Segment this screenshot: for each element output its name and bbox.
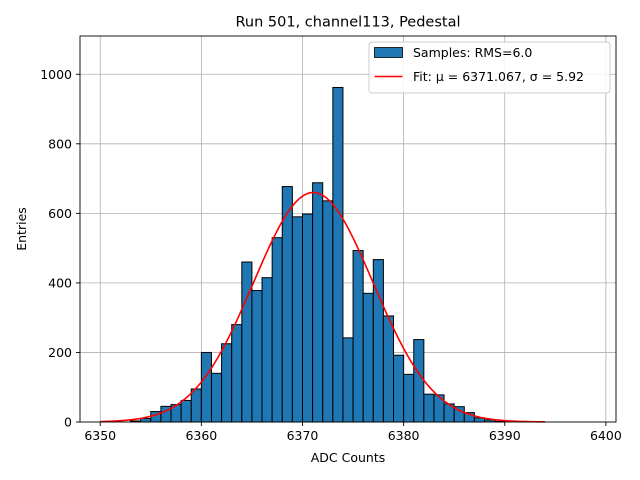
y-axis-label: Entries — [14, 207, 29, 251]
histogram-bar — [281, 186, 293, 423]
x-axis-label: ADC Counts — [311, 450, 386, 465]
x-tick-label: 6380 — [388, 428, 420, 443]
histogram-bar — [423, 393, 435, 423]
histogram-bar — [221, 343, 233, 423]
histogram-bar — [241, 261, 253, 423]
histogram-bar — [190, 388, 202, 423]
histogram-bar — [352, 250, 364, 423]
histogram-bar — [322, 200, 334, 423]
histogram-bar — [332, 86, 344, 423]
x-tick-label: 6360 — [185, 428, 217, 443]
fit-curve — [100, 191, 546, 423]
histogram-bar — [200, 351, 212, 423]
histogram-bar — [180, 399, 192, 423]
histogram-bars — [130, 86, 506, 423]
x-tick-label: 6390 — [489, 428, 521, 443]
histogram-bar — [301, 213, 314, 423]
histogram-bar — [312, 182, 324, 423]
y-tick-label: 800 — [48, 136, 72, 151]
histogram-bar — [403, 373, 415, 423]
legend-patch-samples — [374, 47, 403, 58]
legend-box — [368, 41, 611, 94]
histogram-bar — [210, 372, 223, 423]
legend-label-fit: Fit: μ = 6371.067, σ = 5.92 — [413, 69, 584, 84]
histogram-bar — [261, 277, 273, 423]
chart-title: Run 501, channel113, Pedestal — [235, 15, 460, 31]
histogram-bar — [342, 337, 354, 423]
legend: Samples: RMS=6.0 Fit: μ = 6371.067, σ = … — [368, 41, 611, 94]
y-axis-ticks: 0 200 400 600 800 1000 — [40, 67, 80, 430]
histogram-bar — [251, 290, 263, 423]
histogram-bar — [393, 354, 405, 423]
y-tick-label: 600 — [48, 206, 72, 221]
y-tick-label: 400 — [48, 275, 72, 290]
x-axis-ticks: 6350 6360 6370 6380 6390 6400 — [84, 422, 622, 443]
histogram-bar — [372, 259, 384, 423]
y-tick-label: 0 — [64, 415, 72, 430]
histogram-bar — [382, 315, 395, 423]
histogram-bar — [271, 237, 283, 423]
histogram-bar — [140, 418, 152, 423]
legend-label-samples: Samples: RMS=6.0 — [413, 45, 532, 60]
histogram-bar — [413, 339, 425, 423]
x-tick-label: 6350 — [84, 428, 116, 443]
y-tick-label: 200 — [48, 345, 72, 360]
x-tick-label: 6370 — [287, 428, 319, 443]
histogram-bar — [362, 292, 374, 423]
y-tick-label: 1000 — [40, 67, 72, 82]
histogram-bar — [231, 324, 243, 423]
histogram-bar — [291, 216, 303, 423]
axes-frame — [79, 35, 617, 423]
x-tick-label: 6400 — [590, 428, 622, 443]
